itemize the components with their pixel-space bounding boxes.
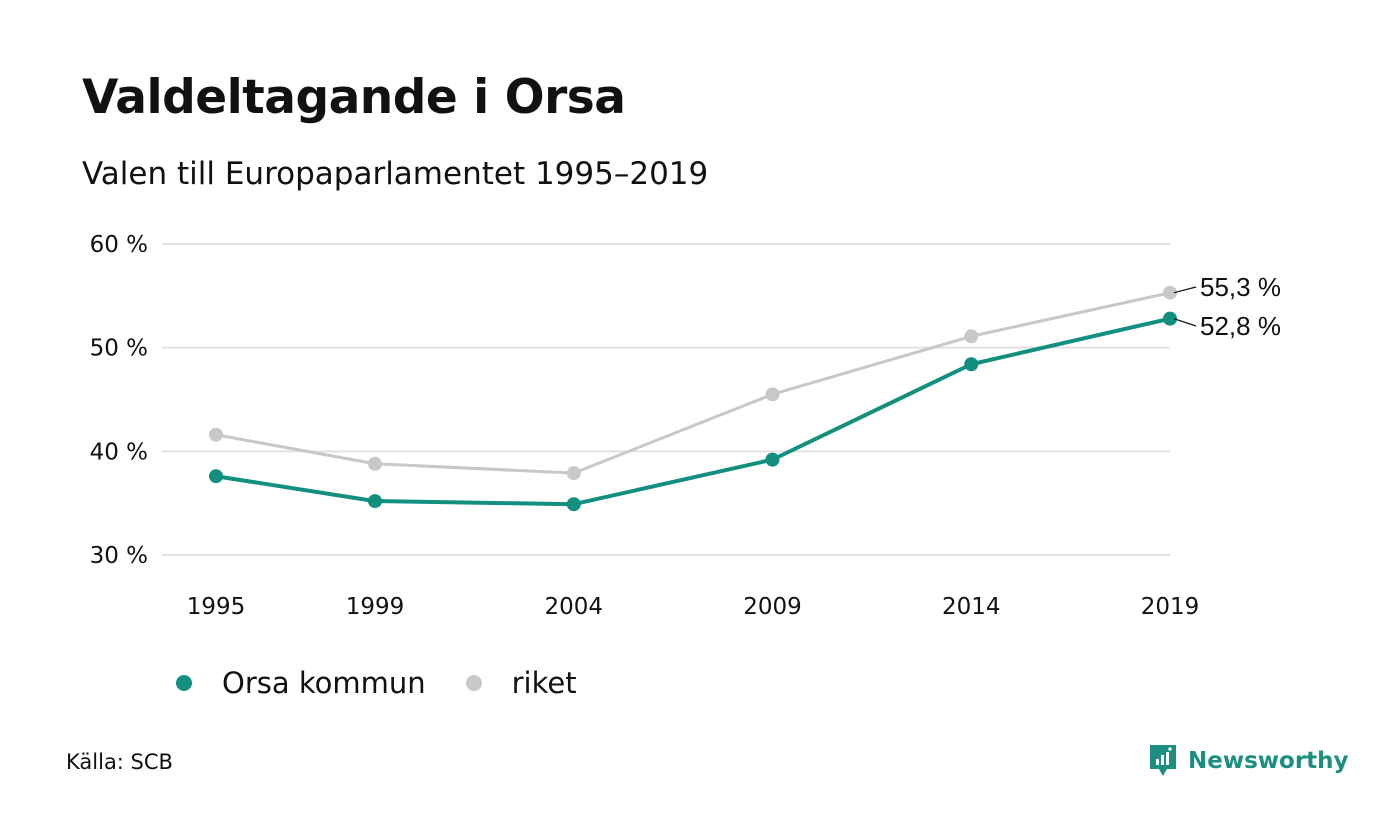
series-line-riket <box>215 291 1171 475</box>
y-tick-label: 50 % <box>90 336 148 362</box>
x-tick-label: 2004 <box>544 594 603 620</box>
data-point-riket <box>368 456 382 471</box>
chart-subtitle: Valen till Europaparlamentet 1995–2019 <box>82 156 709 192</box>
data-point-riket <box>765 387 780 402</box>
y-tick-label: 40 % <box>90 439 148 465</box>
data-point-riket <box>209 427 223 442</box>
x-tick-label: 1999 <box>346 594 405 620</box>
x-tick-label: 1995 <box>187 594 246 620</box>
y-tick-label: 30 % <box>90 543 148 569</box>
x-tick-label: 2019 <box>1141 594 1200 620</box>
x-tick-label: 2009 <box>743 594 802 620</box>
legend-label-riket: riket <box>511 666 577 700</box>
chart-title: Valdeltagande i Orsa <box>82 70 626 125</box>
end-label-riket: 55,3 % <box>1200 272 1281 302</box>
end-label-orsa: 52,8 % <box>1200 311 1281 341</box>
data-point-riket <box>964 329 979 344</box>
data-point-orsa <box>368 494 382 509</box>
line-chart: 30 % 40 % 50 % 60 % 1995 1999 2004 2009 2014 201… <box>90 232 1281 620</box>
legend: Orsa kommun riket <box>176 666 617 700</box>
data-point-orsa <box>1163 311 1177 326</box>
legend-label-orsa: Orsa kommun <box>222 666 426 700</box>
newsworthy-logo-icon <box>1150 745 1176 776</box>
y-tick-label: 60 % <box>90 232 148 258</box>
data-point-orsa <box>566 497 581 512</box>
end-label-leader-riket <box>1173 286 1197 294</box>
legend-marker-orsa <box>176 675 192 691</box>
x-tick-label: 2014 <box>942 594 1001 620</box>
data-point-orsa <box>209 469 223 484</box>
legend-item-riket: riket <box>465 666 577 700</box>
brand-name: Newsworthy <box>1188 748 1349 774</box>
data-point-orsa <box>964 357 979 372</box>
data-point-orsa <box>765 452 780 467</box>
brand-logo: Newsworthy <box>1148 743 1349 779</box>
legend-marker-riket <box>465 675 482 691</box>
source-note: Källa: SCB <box>66 750 173 774</box>
legend-item-orsa: Orsa kommun <box>176 666 426 700</box>
series-line-orsa <box>215 316 1171 507</box>
data-point-riket <box>1163 285 1177 300</box>
end-label-leader-orsa <box>1173 318 1197 327</box>
data-point-riket <box>566 466 581 481</box>
